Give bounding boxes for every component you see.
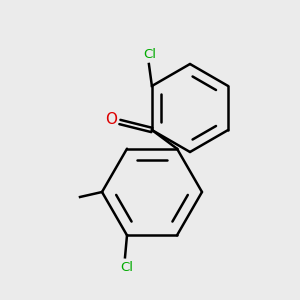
Text: Cl: Cl — [143, 47, 156, 61]
Text: Cl: Cl — [121, 261, 134, 274]
Text: O: O — [105, 112, 117, 128]
